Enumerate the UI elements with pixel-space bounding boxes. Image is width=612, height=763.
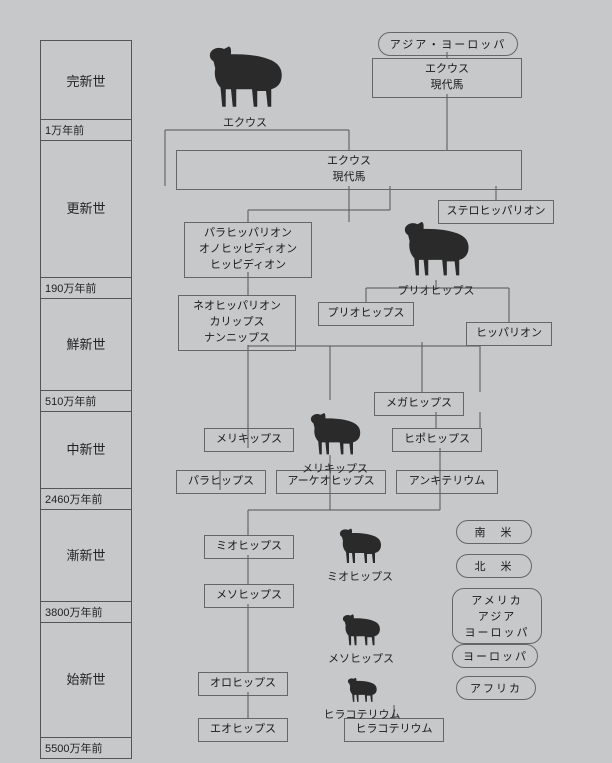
silhouette-s_meso: M92 38 C96 46 96 58 92 62 L90 60 C92 54 …: [336, 612, 386, 648]
taxon-eohip: エオヒップス: [198, 718, 288, 742]
epoch-oligocene: 漸新世: [40, 507, 132, 602]
taxon-hypohip: ヒポヒップス: [392, 428, 482, 452]
silhouette-s_mery: M92 38 C96 46 96 58 92 62 L90 60 C92 54 …: [302, 410, 368, 458]
region-r_asia_eur: アジア・ヨーロッパ: [378, 32, 518, 56]
epoch-pleistocene: 更新世: [40, 138, 132, 278]
epoch-holocene: 完新世: [40, 40, 132, 120]
date-marker: 190万年前: [40, 278, 132, 299]
taxon-megahip: メガヒップス: [374, 392, 464, 416]
epoch-eocene: 始新世: [40, 620, 132, 738]
taxon-pliohippus: プリオヒップス: [318, 302, 414, 326]
region-r_south: 南 米: [456, 520, 532, 544]
silhouette-s_equus: M92 38 C96 46 96 58 92 62 L90 60 C92 54 …: [200, 42, 290, 112]
taxon-equus_mid: エクウス 現代馬: [176, 150, 522, 190]
date-marker: 2460万年前: [40, 489, 132, 510]
date-marker: 3800万年前: [40, 602, 132, 623]
region-r_africa: アフリカ: [456, 676, 536, 700]
date-marker: 5500万年前: [40, 738, 132, 759]
silhouette-caption: ヒラコテリウム: [324, 706, 401, 722]
date-marker: 1万年前: [40, 120, 132, 141]
taxon-orohip: オロヒップス: [198, 672, 288, 696]
taxon-neohip_g: ネオヒッパリオン カリップス ナンニップス: [178, 295, 296, 351]
silhouette-caption: プリオヒップス: [398, 282, 475, 298]
region-r_aae: アメリカ アジア ヨーロッパ: [452, 588, 542, 644]
silhouette-s_hyraco: [340, 676, 384, 704]
silhouette-caption: メソヒップス: [328, 650, 394, 666]
date-marker: 510万年前: [40, 391, 132, 412]
silhouette-s_mio: M92 38 C96 46 96 58 92 62 L90 60 C92 54 …: [332, 526, 388, 566]
diagram-stage: 完新世更新世鮮新世中新世漸新世始新世 1万年前 190万年前 510万年前 2460万年…: [0, 0, 612, 763]
taxon-mesohip: メソヒップス: [204, 584, 294, 608]
taxon-merychip: メリキップス: [204, 428, 294, 452]
taxon-parahip_g: パラヒッパリオン オノヒッピディオン ヒッピディオン: [184, 222, 312, 278]
region-r_europe: ヨーロッパ: [452, 644, 538, 668]
silhouette-caption: エクウス: [223, 114, 267, 130]
taxon-equus_top: エクウス 現代馬: [372, 58, 522, 98]
region-r_north: 北 米: [456, 554, 532, 578]
silhouette-caption: ミオヒップス: [327, 568, 393, 584]
epoch-pliocene: 鮮新世: [40, 296, 132, 391]
taxon-parahip: パラヒップス: [176, 470, 266, 494]
silhouette-s_plio: M92 38 C96 46 96 58 92 62 L90 60 C92 54 …: [396, 218, 476, 280]
taxon-miohip: ミオヒップス: [204, 535, 294, 559]
silhouette-caption: メリキップス: [302, 460, 368, 476]
taxon-hipparion: ヒッパリオン: [466, 322, 552, 346]
epoch-miocene: 中新世: [40, 409, 132, 489]
taxon-anchithere: アンキテリウム: [396, 470, 498, 494]
